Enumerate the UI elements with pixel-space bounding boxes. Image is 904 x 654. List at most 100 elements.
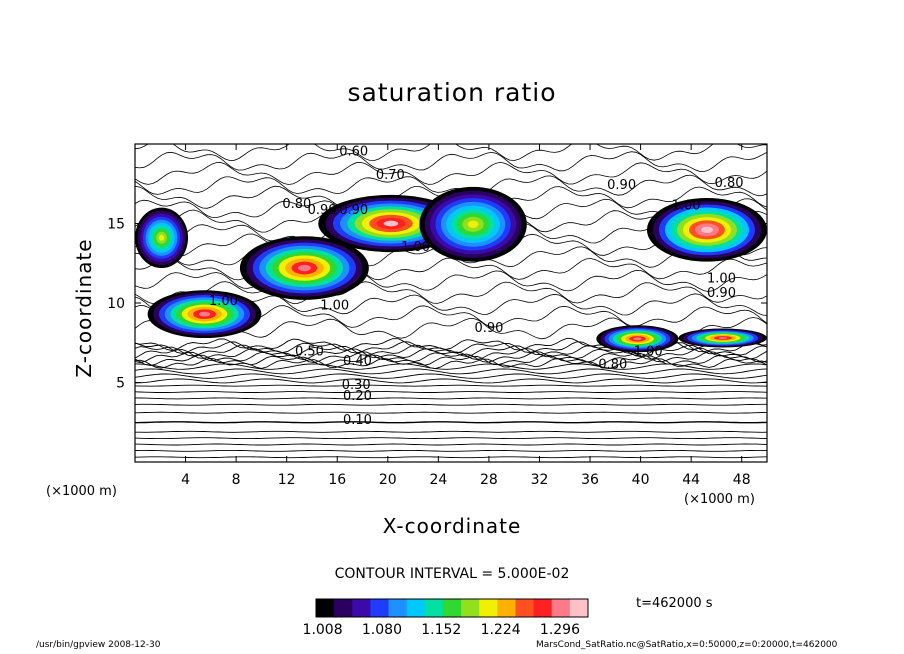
- time-label: t=462000 s: [636, 596, 713, 611]
- contour-line: [135, 363, 767, 370]
- contour-line: [135, 161, 767, 185]
- contour-label: 0.70: [376, 168, 405, 183]
- contour-line: [135, 281, 767, 305]
- colorbar-swatch: [551, 599, 571, 617]
- contour-line: [135, 411, 767, 414]
- saturation-band: [158, 234, 165, 241]
- colorbar-swatch: [316, 599, 335, 617]
- contour-line: [135, 351, 767, 364]
- contour-label: 1.00: [209, 294, 238, 309]
- contour-label: 0.40: [343, 354, 372, 369]
- contour-label: 0.90: [707, 286, 736, 301]
- contour-line: [135, 269, 767, 292]
- contour-label: 0.10: [343, 413, 372, 428]
- saturation-band: [467, 220, 479, 228]
- x-tick-label: 32: [531, 472, 549, 488]
- x-tick-label: 48: [733, 472, 751, 488]
- colorbar-swatch: [497, 599, 516, 617]
- x-ticks: 4 8 12 16 20 24 28 32 36 40 44 48: [181, 144, 751, 488]
- saturation-band: [633, 337, 642, 341]
- y-axis-unit: (×1000 m): [46, 484, 117, 499]
- contour-label: 0.30: [342, 378, 371, 393]
- contour-label: 1.00: [672, 198, 701, 213]
- contour-line: [135, 437, 767, 440]
- colorbar-swatch: [406, 599, 426, 617]
- footer-data-source: MarsCond_SatRatio.nc@SatRatio,x=0:50000,…: [536, 640, 838, 650]
- colorbar-tick-label: 1.224: [481, 622, 521, 638]
- x-tick-label: 40: [632, 472, 650, 488]
- colorbar-tick-label: 1.080: [362, 622, 402, 638]
- contour-line: [135, 449, 767, 452]
- x-tick-label: 20: [379, 472, 397, 488]
- chart-title: saturation ratio: [347, 78, 557, 107]
- contour-label: 0.20: [343, 389, 372, 404]
- colorbar-swatch: [334, 599, 353, 617]
- contour-label: 1.00: [707, 272, 736, 287]
- contour-label: 1.00: [401, 240, 430, 255]
- contour-label: 0.90: [474, 321, 503, 336]
- contour-line: [135, 443, 767, 446]
- colorbar-swatch: [424, 599, 444, 617]
- contour-line: [135, 378, 767, 384]
- colorbar-swatch: [370, 599, 389, 617]
- saturation-fill: [135, 186, 767, 353]
- contour-line: [135, 430, 767, 433]
- contour-line: [135, 456, 767, 459]
- contour-line: [135, 391, 767, 393]
- colorbar-tick-label: 1.296: [540, 622, 580, 638]
- x-tick-label: 8: [232, 472, 241, 488]
- x-tick-label: 28: [480, 472, 498, 488]
- x-tick-label: 16: [328, 472, 346, 488]
- saturation-band: [297, 264, 311, 272]
- colorbar-swatch: [533, 599, 553, 617]
- x-axis-label: X-coordinate: [382, 514, 522, 538]
- saturation-band: [198, 311, 211, 317]
- contour-label: 0.80: [715, 176, 744, 191]
- contour-label: 0.80: [282, 197, 311, 212]
- y-tick-label: 15: [107, 217, 125, 233]
- contour-label: 1.00: [320, 299, 349, 314]
- contour-label: 0.90: [607, 178, 636, 193]
- contour-labels: 0.600.700.800.900.800.90 0.90 1.001.001.00…: [209, 144, 744, 428]
- contour-label: 0.80: [598, 357, 627, 372]
- colorbar-swatch: [442, 599, 462, 617]
- contour-line: [135, 357, 767, 370]
- colorbar-swatch: [461, 599, 480, 617]
- x-tick-label: 24: [429, 472, 447, 488]
- colorbar-swatch: [515, 599, 535, 617]
- x-tick-label: 36: [581, 472, 599, 488]
- contour-line: [135, 421, 767, 424]
- colorbar-swatch: [569, 599, 589, 617]
- x-tick-label: 44: [682, 472, 700, 488]
- colorbar-swatch: [479, 599, 498, 617]
- contour-label: 1.00: [634, 345, 663, 360]
- y-tick-label: 5: [116, 376, 125, 392]
- contour-line: [135, 151, 767, 173]
- saturation-band: [383, 220, 399, 227]
- colorbar-swatch: [388, 599, 408, 617]
- contour-line: [135, 368, 767, 375]
- contour-label: 0.60: [339, 144, 368, 159]
- contour-line: [135, 373, 767, 379]
- contour-line: [135, 384, 767, 387]
- colorbar: 1.008 1.080 1.152 1.224 1.296: [303, 598, 589, 638]
- contour-line: [135, 174, 767, 197]
- saturation-band: [718, 336, 728, 339]
- x-tick-label: 4: [181, 472, 190, 488]
- x-axis-unit: (×1000 m): [684, 492, 755, 507]
- y-tick-label: 10: [107, 296, 125, 312]
- contour-label: 0.50: [295, 345, 324, 360]
- colorbar-swatch: [352, 599, 371, 617]
- contour-line: [135, 397, 767, 400]
- contour-line: [135, 144, 767, 161]
- x-tick-label: 12: [278, 472, 296, 488]
- colorbar-tick-label: 1.008: [303, 622, 343, 638]
- contour-label: 0.90: [308, 203, 337, 218]
- contour-interval-text: CONTOUR INTERVAL = 5.000E-02: [334, 566, 570, 582]
- contour-line: [135, 403, 767, 406]
- footer-program-date: /usr/bin/gpview 2008-12-30: [36, 640, 161, 650]
- colorbar-tick-label: 1.152: [421, 622, 461, 638]
- y-ticks: 5 10 15: [107, 217, 767, 392]
- colorbar-frame: [315, 598, 589, 618]
